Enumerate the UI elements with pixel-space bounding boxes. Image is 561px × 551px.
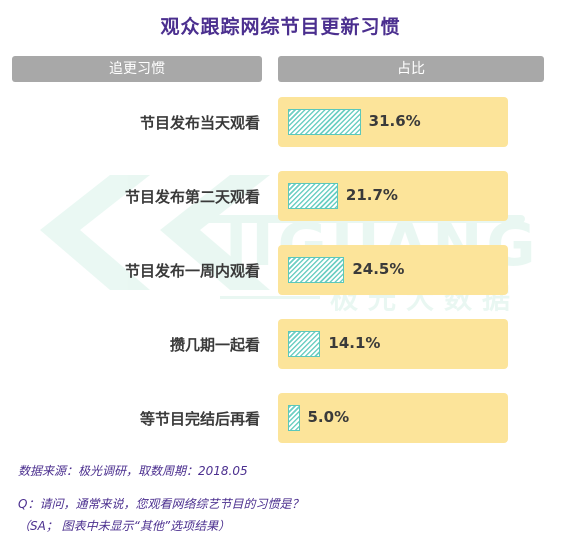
footer-note: （SA； 图表中未显示“其他”选项结果） <box>18 519 231 533</box>
bar <box>288 405 300 431</box>
bar <box>288 109 361 135</box>
data-label: 14.1% <box>328 334 381 352</box>
category-label: 攒几期一起看 <box>169 336 260 354</box>
bar <box>288 183 338 209</box>
data-label: 21.7% <box>345 186 398 204</box>
footer-question: Q：请问，通常来说，您观看网络综艺节目的习惯是？ <box>18 497 304 511</box>
column-header-share: 占比 <box>278 56 544 82</box>
footer-source: 数据来源：极光调研，取数周期：2018.05 <box>18 464 248 478</box>
bar-panel <box>278 393 508 443</box>
bar <box>288 257 345 283</box>
column-header-habit: 追更习惯 <box>12 56 262 82</box>
category-label: 等节目完结后再看 <box>139 410 260 428</box>
data-label: 24.5% <box>352 260 405 278</box>
category-label: 节目发布第二天观看 <box>124 188 260 206</box>
bar <box>288 331 321 357</box>
chart-title: 观众跟踪网综节目更新习惯 <box>160 16 401 38</box>
data-label: 31.6% <box>368 112 421 130</box>
category-label: 节目发布当天观看 <box>139 114 260 132</box>
category-label: 节目发布一周内观看 <box>124 262 260 280</box>
data-label: 5.0% <box>307 408 350 426</box>
